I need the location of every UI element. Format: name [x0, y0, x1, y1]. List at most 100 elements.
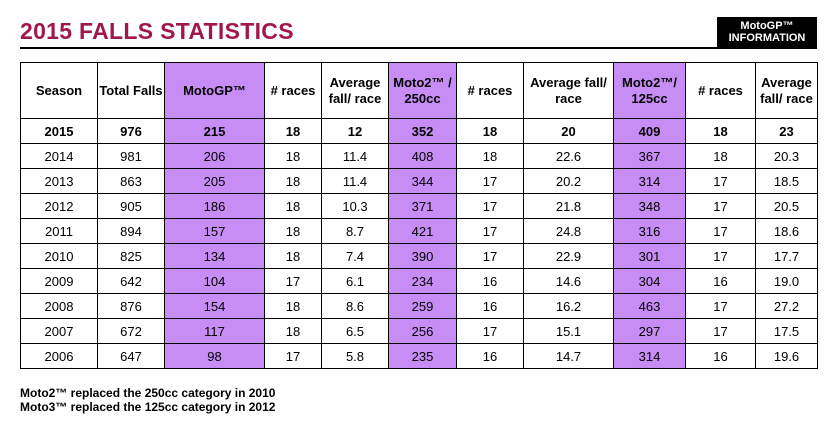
table-cell: 2010	[20, 243, 98, 269]
table-cell: 256	[388, 318, 457, 344]
table-cell: 18.6	[755, 218, 818, 244]
table-row: 2010 825 134 18 7.4 390 17 22.9 301 17 17.7	[20, 243, 818, 269]
table-cell: 154	[164, 293, 265, 319]
table-cell: 98	[164, 343, 265, 369]
table-cell: 2006	[20, 343, 98, 369]
table-cell: 2014	[20, 143, 98, 169]
table-cell: 17	[685, 318, 756, 344]
table-cell: 2008	[20, 293, 98, 319]
table-cell: 19.0	[755, 268, 818, 294]
table-cell: 8.6	[321, 293, 389, 319]
table-cell: 672	[97, 318, 165, 344]
table-cell: 981	[97, 143, 165, 169]
table-cell: 11.4	[321, 143, 389, 169]
header-motogp: MotoGP™	[164, 62, 265, 119]
table-cell: 235	[388, 343, 457, 369]
table-cell: 17	[456, 193, 524, 219]
header-moto2-races: # races	[456, 62, 524, 119]
table-cell: 421	[388, 218, 457, 244]
header-moto3-125cc: Moto2™/ 125cc	[613, 62, 686, 119]
table-cell: 17	[685, 243, 756, 269]
table-cell: 17	[456, 243, 524, 269]
table-cell: 20.3	[755, 143, 818, 169]
table-cell: 12	[321, 118, 389, 144]
header-motogp-average: Average fall/ race	[321, 62, 389, 119]
table-cell: 8.7	[321, 218, 389, 244]
table-cell: 259	[388, 293, 457, 319]
table-row: 2006 647 98 17 5.8 235 16 14.7 314 16 19.6	[20, 343, 818, 369]
table-cell: 18	[456, 143, 524, 169]
table-cell: 301	[613, 243, 686, 269]
table-cell: 21.8	[523, 193, 614, 219]
table-cell: 27.2	[755, 293, 818, 319]
header-moto2-250cc: Moto2™ / 250cc	[388, 62, 457, 119]
badge-line-2: INFORMATION	[728, 32, 806, 44]
table-row: 2013 863 205 18 11.4 344 17 20.2 314 17 18.5	[20, 168, 818, 194]
table-cell: 20	[523, 118, 614, 144]
table-cell: 408	[388, 143, 457, 169]
table-row: 2015 976 215 18 12 352 18 20 409 18 23	[20, 118, 818, 144]
table-cell: 234	[388, 268, 457, 294]
falls-statistics-table: Season Total Falls MotoGP™ # races Avera…	[20, 62, 818, 369]
table-cell: 17.5	[755, 318, 818, 344]
table-cell: 390	[388, 243, 457, 269]
header-season: Season	[20, 62, 98, 119]
table-cell: 15.1	[523, 318, 614, 344]
table-row: 2011 894 157 18 8.7 421 17 24.8 316 17 18.6	[20, 218, 818, 244]
table-cell: 18	[264, 143, 322, 169]
table-cell: 16	[456, 343, 524, 369]
table-cell: 18	[264, 168, 322, 194]
table-cell: 876	[97, 293, 165, 319]
footnote-moto2: Moto2™ replaced the 250cc category in 20…	[20, 386, 276, 400]
header-moto3-races: # races	[685, 62, 756, 119]
header-motogp-races: # races	[264, 62, 322, 119]
table-cell: 20.5	[755, 193, 818, 219]
table-cell: 2013	[20, 168, 98, 194]
table-cell: 2009	[20, 268, 98, 294]
table-cell: 17	[685, 293, 756, 319]
table-cell: 18	[685, 118, 756, 144]
table-cell: 316	[613, 218, 686, 244]
footnote-moto3: Moto3™ replaced the 125cc category in 20…	[20, 400, 276, 414]
table-cell: 117	[164, 318, 265, 344]
table-cell: 16	[456, 293, 524, 319]
table-cell: 11.4	[321, 168, 389, 194]
table-header-row: Season Total Falls MotoGP™ # races Avera…	[20, 62, 818, 119]
table-cell: 6.5	[321, 318, 389, 344]
table-cell: 18	[264, 293, 322, 319]
table-cell: 22.9	[523, 243, 614, 269]
table-cell: 2015	[20, 118, 98, 144]
table-cell: 17	[456, 318, 524, 344]
header-moto3-average: Average fall/ race	[755, 62, 818, 119]
table-cell: 344	[388, 168, 457, 194]
table-cell: 314	[613, 168, 686, 194]
table-cell: 24.8	[523, 218, 614, 244]
table-cell: 647	[97, 343, 165, 369]
footnotes: Moto2™ replaced the 250cc category in 20…	[20, 386, 275, 414]
table-cell: 5.8	[321, 343, 389, 369]
table-cell: 22.6	[523, 143, 614, 169]
table-cell: 23	[755, 118, 818, 144]
table-row: 2009 642 104 17 6.1 234 16 14.6 304 16 19.0	[20, 268, 818, 294]
table-cell: 104	[164, 268, 265, 294]
header-moto2-average: Average fall/ race	[523, 62, 614, 119]
table-cell: 2007	[20, 318, 98, 344]
table-row: 2007 672 117 18 6.5 256 17 15.1 297 17 17.5	[20, 318, 818, 344]
table-cell: 18	[264, 193, 322, 219]
table-cell: 642	[97, 268, 165, 294]
table-cell: 825	[97, 243, 165, 269]
table-cell: 215	[164, 118, 265, 144]
table-cell: 18	[264, 243, 322, 269]
table-cell: 18	[685, 143, 756, 169]
table-cell: 314	[613, 343, 686, 369]
table-cell: 367	[613, 143, 686, 169]
motogp-information-badge: MotoGP™ INFORMATION	[717, 17, 817, 47]
table-cell: 134	[164, 243, 265, 269]
table-cell: 905	[97, 193, 165, 219]
page-title: 2015 FALLS STATISTICS	[20, 18, 294, 44]
table-row: 2014 981 206 18 11.4 408 18 22.6 367 18 20.3	[20, 143, 818, 169]
table-cell: 894	[97, 218, 165, 244]
table-cell: 20.2	[523, 168, 614, 194]
title-divider	[20, 47, 817, 49]
table-cell: 206	[164, 143, 265, 169]
